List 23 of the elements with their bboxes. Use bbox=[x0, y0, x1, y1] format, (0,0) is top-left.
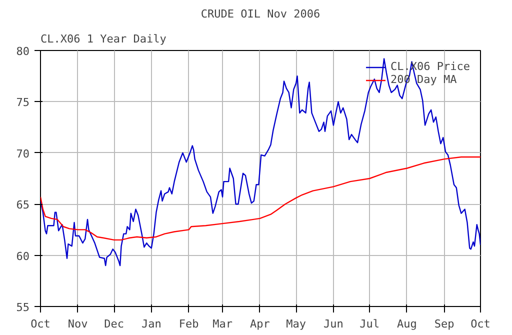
y-tick-label: 65 bbox=[16, 198, 30, 212]
line-series bbox=[40, 58, 480, 266]
line-series bbox=[40, 156, 480, 241]
x-tick-label: Sep bbox=[434, 318, 454, 330]
y-tick-label: 55 bbox=[16, 301, 30, 314]
x-tick-label: Aug bbox=[397, 318, 417, 330]
x-tick-label: Nov bbox=[68, 318, 88, 330]
y-tick-label: 75 bbox=[16, 96, 30, 110]
y-tick-label: 80 bbox=[16, 45, 30, 58]
x-tick-label: Dec bbox=[104, 318, 124, 330]
x-tick-label: May bbox=[286, 318, 306, 330]
chart-title: CRUDE OIL Nov 2006 bbox=[200, 8, 320, 20]
y-tick-label: 60 bbox=[16, 250, 30, 263]
y-tick-label: 70 bbox=[16, 147, 30, 160]
chart-subtitle: CL.X06 1 Year Daily bbox=[40, 32, 167, 46]
x-tick-label: Feb bbox=[178, 318, 199, 330]
x-tick-label: Jun bbox=[324, 318, 344, 330]
x-tick-label: Oct bbox=[470, 318, 490, 330]
x-tick-label: Jan bbox=[141, 318, 162, 330]
x-tick-label: Jul bbox=[360, 318, 380, 330]
x-tick-label: Mar bbox=[212, 318, 233, 330]
x-tick-label: Apr bbox=[250, 318, 270, 330]
x-tick-label: Oct bbox=[30, 318, 50, 330]
